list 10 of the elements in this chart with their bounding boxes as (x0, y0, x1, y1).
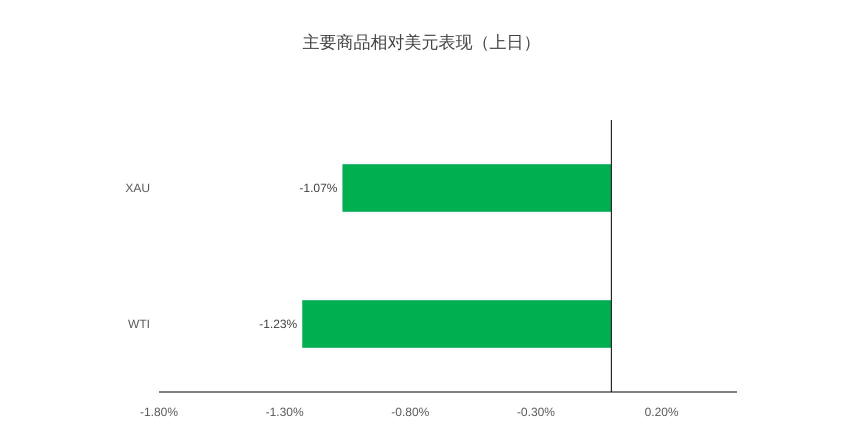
x-tick-label: 0.20% (644, 405, 679, 419)
x-tick-label: -0.30% (516, 405, 556, 419)
x-tick-label: -1.80% (140, 405, 178, 419)
y-tick-label: WTI (128, 317, 150, 331)
chart-title: 主要商品相对美元表现（上日） (302, 33, 540, 52)
y-tick-label: XAU (125, 181, 150, 195)
data-label: -1.07% (299, 181, 338, 195)
x-tick-label: -1.30% (266, 405, 304, 419)
x-tick-label: -0.80% (391, 405, 430, 419)
data-label: -1.23% (259, 317, 298, 331)
